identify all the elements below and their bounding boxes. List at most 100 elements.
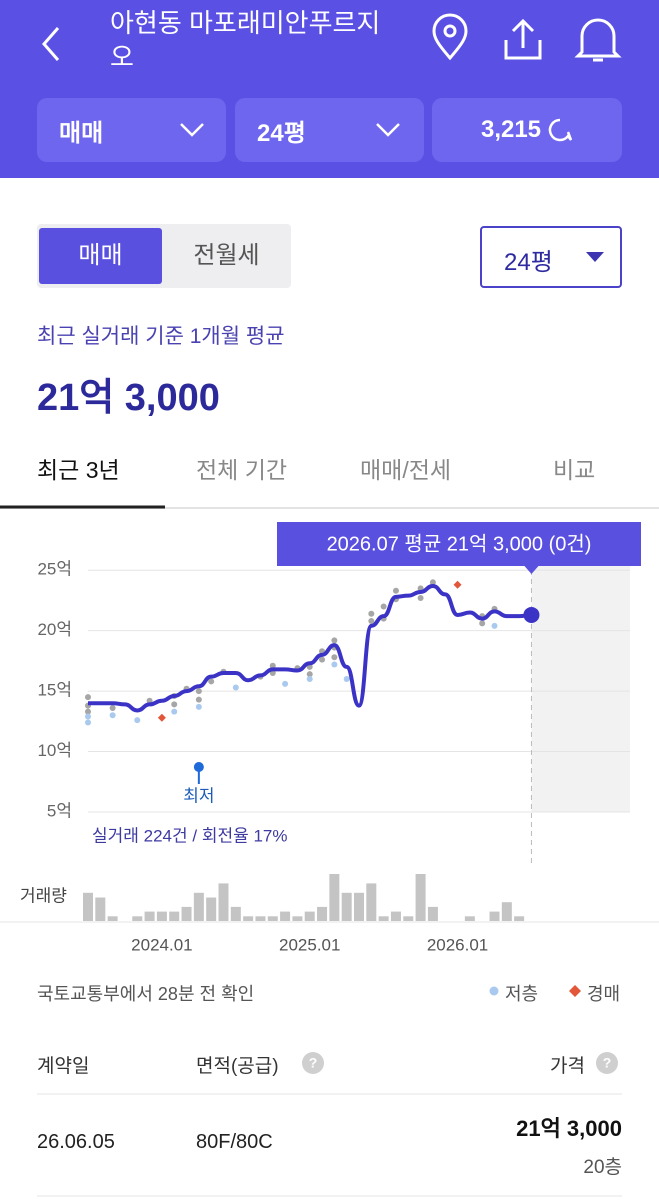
volume-bar bbox=[206, 897, 217, 921]
deal-point bbox=[479, 620, 486, 627]
y-tick-label: 10억 bbox=[37, 741, 72, 760]
chart: 25억 20억 15억 10억 5억 2024.01 2025.01 2026.01 최저 202… bbox=[20, 522, 641, 954]
table-cell: 21억 3,000 bbox=[516, 1116, 622, 1141]
volume-bar bbox=[501, 902, 512, 921]
volume-bar bbox=[354, 892, 364, 921]
filter-button[interactable]: 3,215 bbox=[432, 98, 622, 162]
deal-point bbox=[85, 713, 91, 720]
volume-bar bbox=[366, 883, 377, 921]
volume-bar bbox=[329, 874, 340, 921]
period-tab[interactable]: 비교 bbox=[553, 457, 596, 483]
lowest-pin-head bbox=[193, 762, 204, 772]
deal-point bbox=[368, 617, 375, 624]
volume-bar bbox=[514, 916, 525, 921]
deal-point bbox=[331, 661, 338, 668]
segment-tab[interactable]: 매매 bbox=[78, 242, 123, 269]
deal-point bbox=[85, 719, 91, 726]
deal-point bbox=[195, 703, 202, 710]
location-dot bbox=[443, 24, 457, 38]
filter-label: 3,215 bbox=[480, 116, 542, 143]
auction-point bbox=[453, 580, 462, 589]
volume-bar bbox=[378, 916, 389, 921]
volume-bar bbox=[181, 906, 192, 921]
icons bbox=[432, 13, 622, 62]
tooltip-box bbox=[277, 522, 641, 566]
table-header: 면적(공급) bbox=[196, 1056, 279, 1077]
table-cell: 80F/80C bbox=[196, 1131, 273, 1153]
help-mark: ? bbox=[603, 1055, 612, 1071]
back-icon[interactable] bbox=[42, 27, 60, 61]
deal-point bbox=[306, 676, 313, 683]
help-icon[interactable] bbox=[302, 1052, 324, 1074]
deal-point bbox=[232, 684, 239, 691]
y-tick-label: 15억 bbox=[37, 681, 72, 700]
size-dropdown[interactable] bbox=[480, 226, 622, 288]
deal-point bbox=[331, 654, 338, 661]
volume-bar bbox=[255, 916, 266, 921]
deal-point bbox=[85, 708, 91, 715]
x-tick-label: 2024.01 bbox=[131, 935, 192, 954]
volume-bar bbox=[267, 916, 278, 921]
period-tab[interactable]: 최근 3년 bbox=[37, 457, 120, 483]
deal-point bbox=[343, 676, 350, 683]
deal-point bbox=[85, 694, 91, 701]
deal-point bbox=[331, 637, 338, 644]
deal-point bbox=[417, 595, 424, 602]
comment-icon bbox=[548, 118, 573, 142]
help-icon[interactable] bbox=[596, 1052, 618, 1074]
filter-button[interactable]: 매매 bbox=[37, 98, 226, 162]
deal-point bbox=[195, 696, 202, 703]
volume-label: 거래량 bbox=[20, 886, 67, 905]
segment-tab[interactable]: 전월세 bbox=[193, 242, 260, 269]
legend-label: 경매 bbox=[587, 984, 621, 1004]
deal-point bbox=[491, 622, 498, 629]
current-point bbox=[523, 606, 540, 623]
volume-bar bbox=[304, 911, 315, 921]
period-tab[interactable]: 매매/전세 bbox=[360, 457, 452, 483]
volume-bar bbox=[280, 911, 291, 921]
help-marks: ? ? bbox=[309, 1055, 612, 1071]
volume-bar bbox=[427, 906, 438, 921]
filter-label: 매매 bbox=[59, 119, 104, 147]
size-label: 24평 bbox=[504, 249, 553, 276]
volume-bar bbox=[218, 883, 229, 921]
tooltip-text: 2026.07 평균 21억 3,000 (0건) bbox=[327, 532, 592, 555]
table-header: 계약일 bbox=[37, 1056, 90, 1077]
volume-bar bbox=[95, 897, 106, 921]
volume-bar bbox=[132, 916, 143, 921]
help-mark: ? bbox=[309, 1055, 318, 1071]
deal-point bbox=[269, 662, 276, 669]
tooltip-pointer bbox=[524, 566, 539, 574]
volume-bar bbox=[317, 906, 328, 921]
volume-bar bbox=[464, 916, 475, 921]
chevron bbox=[376, 123, 400, 137]
deal-point bbox=[368, 610, 375, 617]
caption: 최근 실거래 기준 1개월 평균 bbox=[37, 325, 285, 348]
legend-marker bbox=[489, 986, 499, 996]
table-cell: 26.06.05 bbox=[37, 1131, 115, 1153]
deal-point bbox=[171, 701, 178, 708]
filter-button[interactable]: 24평 bbox=[235, 98, 424, 162]
lowest-label: 최저 bbox=[183, 786, 214, 805]
period-tab[interactable]: 전체 기간 bbox=[196, 457, 288, 483]
auction-point bbox=[157, 713, 166, 722]
deal-point bbox=[195, 688, 202, 695]
volume-bar bbox=[341, 892, 352, 921]
deal-point bbox=[319, 656, 326, 663]
volume-bar bbox=[169, 911, 180, 921]
location-icon[interactable] bbox=[432, 13, 468, 61]
chevron-path bbox=[180, 123, 204, 137]
x-tick-label: 2025.01 bbox=[279, 935, 340, 954]
x-tick-label: 2026.01 bbox=[427, 935, 488, 954]
help-icons bbox=[302, 1052, 618, 1074]
deal-point bbox=[171, 708, 178, 715]
price: 21억 3,000 bbox=[37, 377, 220, 419]
comment-path bbox=[548, 118, 573, 142]
deal-point bbox=[429, 579, 436, 586]
legend-marker bbox=[569, 985, 581, 997]
bell-icon[interactable] bbox=[574, 18, 622, 62]
share-icon[interactable] bbox=[504, 18, 542, 60]
deal-point bbox=[380, 603, 387, 610]
